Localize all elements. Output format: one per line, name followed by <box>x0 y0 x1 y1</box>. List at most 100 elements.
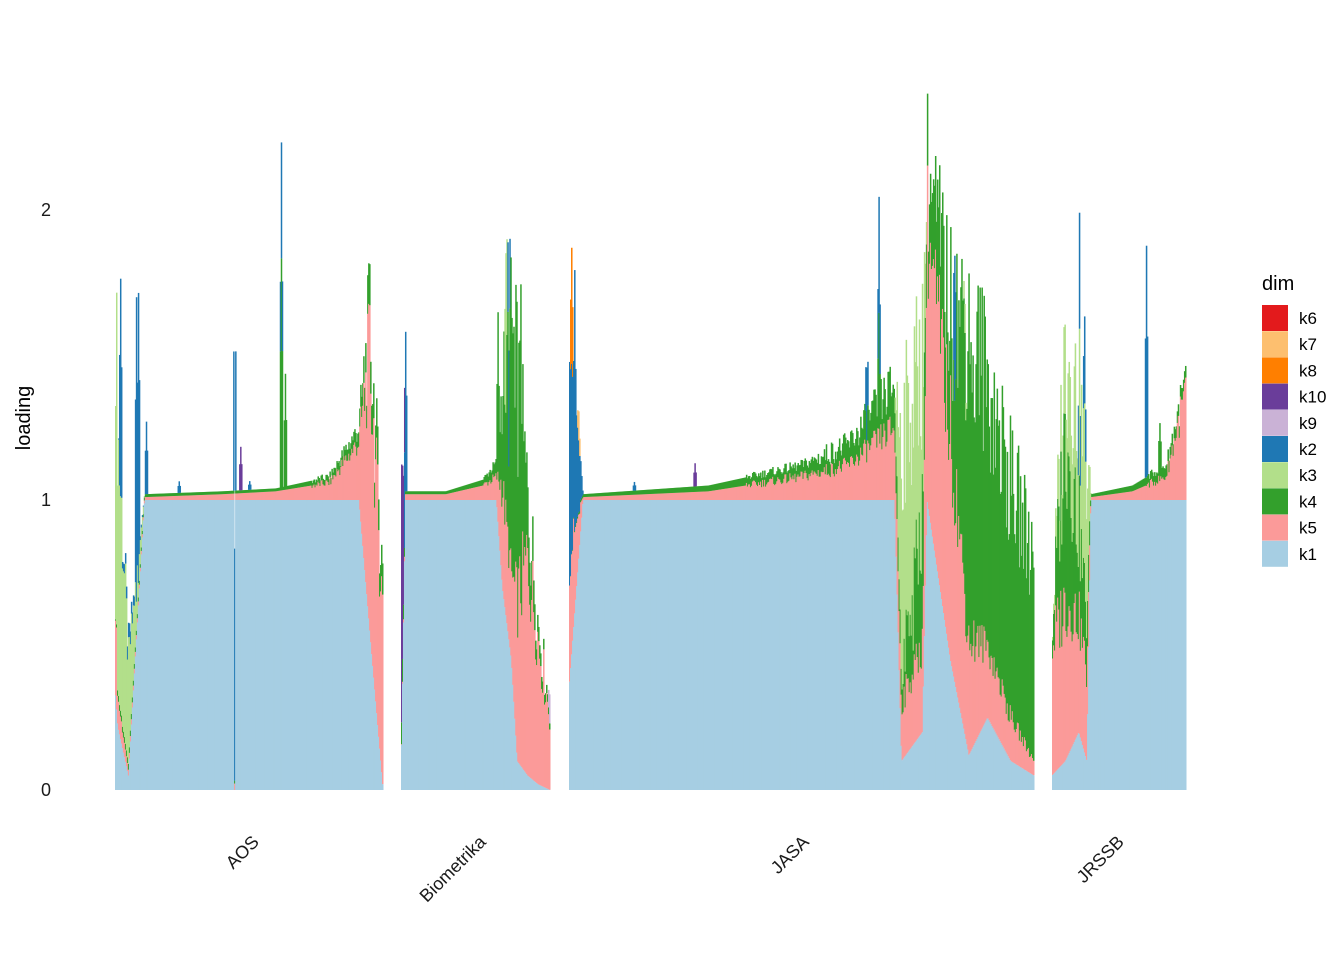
segment-k5 <box>637 494 640 500</box>
segment-k3 <box>901 510 904 690</box>
bar-biometrika-138 <box>538 626 540 790</box>
segment-k5 <box>1032 760 1035 776</box>
segment-k5 <box>374 507 376 690</box>
segment-k4 <box>919 570 922 668</box>
segment-k1 <box>844 500 847 790</box>
bar-aos-264 <box>377 426 379 790</box>
bar-biometrika-49 <box>449 489 452 790</box>
bar-jasa-360 <box>932 179 935 790</box>
legend-label-k4: k4 <box>1299 492 1317 511</box>
segment-k4 <box>985 407 987 651</box>
segment-k4 <box>1102 491 1105 496</box>
segment-k1 <box>1062 763 1064 790</box>
segment-k1 <box>533 780 535 790</box>
segment-k5 <box>356 455 358 500</box>
segment-k5 <box>1004 697 1007 751</box>
bar-jasa-400 <box>973 417 975 790</box>
bar-biometrika-128 <box>528 537 530 790</box>
segment-k3 <box>1088 465 1090 555</box>
segment-k5 <box>686 492 688 500</box>
segment-k4 <box>131 697 134 703</box>
segment-k5 <box>633 494 636 500</box>
segment-k5 <box>948 459 950 648</box>
segment-k5 <box>600 496 602 500</box>
segment-k5 <box>987 641 990 719</box>
segment-k1 <box>637 500 640 790</box>
bar-aos-186 <box>299 483 302 790</box>
segment-k1 <box>539 784 541 790</box>
segment-k1 <box>344 500 346 790</box>
segment-k5 <box>405 494 408 500</box>
segment-k1 <box>231 500 233 790</box>
segment-k2 <box>138 380 141 555</box>
segment-k1 <box>763 500 765 790</box>
segment-k1 <box>1101 500 1104 790</box>
segment-k5 <box>878 428 880 500</box>
segment-k1 <box>264 500 267 790</box>
segment-k1 <box>866 500 868 790</box>
segment-k1 <box>461 500 464 790</box>
segment-k5 <box>419 494 422 500</box>
segment-k4 <box>521 423 523 616</box>
segment-k5 <box>936 276 939 572</box>
segment-k1 <box>888 500 890 790</box>
segment-k1 <box>634 500 637 790</box>
segment-k5 <box>608 495 610 500</box>
segment-k4 <box>207 491 209 495</box>
segment-k4 <box>477 481 479 487</box>
segment-k4 <box>784 463 786 475</box>
segment-k1 <box>569 681 571 790</box>
segment-k4 <box>894 413 897 453</box>
segment-k4 <box>658 488 661 494</box>
segment-k1 <box>1179 500 1182 790</box>
segment-k5 <box>165 496 168 500</box>
bar-jrssb-22 <box>1074 343 1077 790</box>
segment-k5 <box>191 495 193 500</box>
segment-k1 <box>594 500 596 790</box>
segment-k5 <box>798 476 800 500</box>
segment-k4 <box>746 478 749 487</box>
segment-k4 <box>956 253 958 470</box>
bar-jrssb-95 <box>1149 471 1152 790</box>
segment-k4 <box>621 491 624 496</box>
legend-swatch-k6 <box>1262 305 1288 331</box>
segment-k5 <box>1068 606 1071 754</box>
segment-k5 <box>753 480 756 500</box>
segment-k4 <box>314 482 316 488</box>
bar-aos-188 <box>301 482 304 790</box>
segment-k5 <box>123 742 126 758</box>
segment-k1 <box>964 733 966 790</box>
bar-jasa-351 <box>923 252 926 790</box>
segment-k5 <box>807 480 810 500</box>
segment-k1 <box>368 618 370 790</box>
segment-k1 <box>1026 771 1029 790</box>
segment-k1 <box>649 500 652 790</box>
bar-jrssb-18 <box>1070 435 1073 790</box>
segment-k5 <box>839 468 842 500</box>
segment-k1 <box>690 500 692 790</box>
segment-k1 <box>401 744 403 790</box>
segment-k5 <box>870 445 872 500</box>
segment-k4 <box>369 264 371 306</box>
segment-k5 <box>539 658 541 785</box>
segment-k1 <box>1114 500 1117 790</box>
segment-k5 <box>757 486 759 500</box>
segment-k4 <box>315 479 317 485</box>
bar-jasa-132 <box>702 485 704 790</box>
bar-aos-268 <box>381 544 383 790</box>
segment-k5 <box>885 446 887 500</box>
segment-k4 <box>1006 451 1009 704</box>
segment-k1 <box>463 500 466 790</box>
segment-k1 <box>892 500 894 790</box>
segment-k1 <box>788 500 790 790</box>
segment-k5 <box>824 474 827 500</box>
bar-jasa-2 <box>571 247 573 790</box>
segment-k4 <box>128 747 131 753</box>
segment-k5 <box>641 494 644 500</box>
segment-k5 <box>262 491 265 500</box>
bar-jasa-376 <box>949 340 951 790</box>
segment-k4 <box>546 684 548 694</box>
segment-k4 <box>903 638 906 687</box>
segment-k4 <box>218 491 220 495</box>
segment-k4 <box>403 548 406 557</box>
